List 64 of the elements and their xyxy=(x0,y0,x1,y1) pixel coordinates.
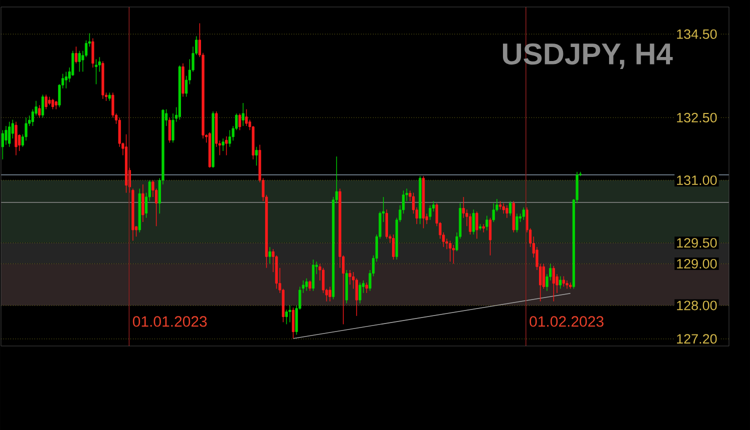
candlestick xyxy=(255,146,258,166)
candlestick xyxy=(308,280,312,292)
candlestick xyxy=(358,282,362,304)
candlestick xyxy=(476,211,478,240)
y-tick-label: 128.00 xyxy=(677,300,717,310)
y-tick-label: 132.50 xyxy=(677,112,717,122)
candlestick xyxy=(14,121,18,156)
candlestick xyxy=(242,102,244,126)
candlestick xyxy=(1,130,4,160)
candlestick xyxy=(542,263,545,290)
candlestick xyxy=(44,94,48,110)
candlestick xyxy=(51,98,54,110)
candlestick xyxy=(38,104,41,118)
candlestick xyxy=(508,200,512,216)
candlestick xyxy=(305,278,308,292)
candlestick xyxy=(74,46,78,64)
y-tick-label: 129.00 xyxy=(677,258,717,269)
candlestick xyxy=(288,305,292,323)
candlestick xyxy=(552,265,555,302)
candlestick xyxy=(502,202,505,214)
candlestick xyxy=(222,138,224,152)
candlestick xyxy=(559,276,562,290)
candlestick xyxy=(292,307,295,339)
candlestick xyxy=(355,278,358,316)
candlestick xyxy=(562,276,566,288)
candlestick xyxy=(268,246,272,264)
candlestick xyxy=(566,280,568,290)
candlestick xyxy=(448,240,452,262)
candlestick xyxy=(285,309,288,325)
candlestick xyxy=(64,71,68,89)
candlestick xyxy=(328,286,332,302)
annotation: 01.02.2023 xyxy=(530,316,604,327)
candlestick xyxy=(228,130,232,148)
y-tick-label: 134.50 xyxy=(677,29,717,39)
candlestick xyxy=(365,282,368,294)
candlestick xyxy=(392,234,395,260)
candlestick xyxy=(428,204,432,220)
candlestick xyxy=(348,270,352,285)
candlestick xyxy=(482,224,485,233)
candlestick xyxy=(312,259,315,292)
candlestick xyxy=(8,121,11,148)
candlestick xyxy=(94,58,98,85)
candlestick xyxy=(472,209,475,235)
candlestick xyxy=(92,38,94,68)
candlestick xyxy=(41,94,44,118)
candlestick xyxy=(492,202,495,222)
candlestick xyxy=(225,136,228,156)
candlestick xyxy=(78,50,81,72)
candlestick xyxy=(452,244,455,264)
candlestick xyxy=(516,213,518,233)
candlestick xyxy=(468,213,472,235)
candlestick xyxy=(245,108,248,126)
candlestick xyxy=(385,209,388,240)
candlestick xyxy=(238,113,242,130)
y-tick-label: 127.20 xyxy=(677,334,717,344)
candlestick xyxy=(142,184,144,222)
y-tick-label: 131.00 xyxy=(677,175,717,186)
annotation: 01.01.2023 xyxy=(132,316,207,327)
candlestick xyxy=(486,215,488,231)
candlestick xyxy=(488,217,492,256)
y-tick-label: 129.50 xyxy=(677,238,717,248)
candlestick xyxy=(506,204,508,218)
candlestick xyxy=(168,117,171,144)
candlestick xyxy=(522,207,525,220)
